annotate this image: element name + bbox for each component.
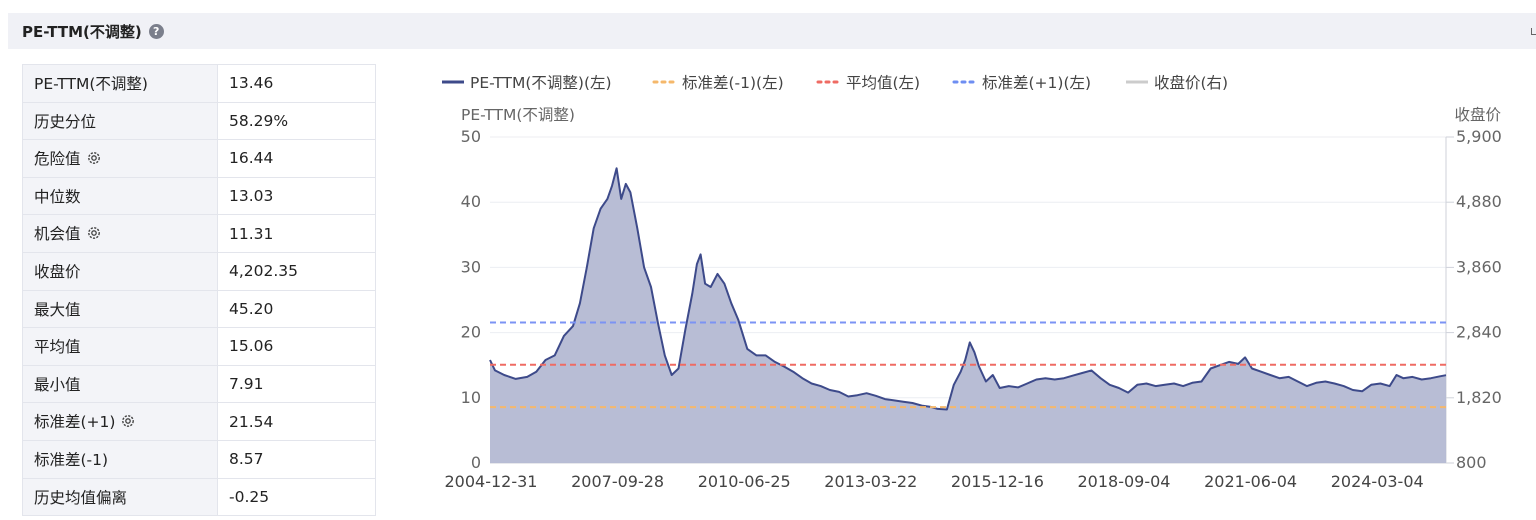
stats-value: 7.91 <box>217 364 376 404</box>
stats-label: 机会值 <box>34 225 81 244</box>
corner-icon <box>1531 28 1536 35</box>
y-axis-left-title: PE-TTM(不调整) <box>461 106 575 124</box>
stats-value: 16.44 <box>217 139 376 178</box>
stats-row: 历史均值偏离 -0.25 <box>22 477 376 517</box>
x-tick: 2021-06-04 <box>1204 472 1297 491</box>
stats-label-cell: 危险值 <box>22 139 218 178</box>
stats-label-cell: 最小值 <box>22 364 218 404</box>
stats-table: PE-TTM(不调整) 13.46 历史分位 58.29% 危险值 16.44 中位数 13.… <box>22 64 376 517</box>
stats-value: 13.03 <box>217 176 376 216</box>
x-tick: 2013-03-22 <box>824 472 917 491</box>
stats-label: PE-TTM(不调整) <box>34 75 148 94</box>
stats-label: 历史均值偏离 <box>34 488 128 507</box>
stats-label-cell: 最大值 <box>22 289 218 329</box>
stats-row: 平均值 15.06 <box>22 327 376 366</box>
stats-value: -0.25 <box>217 477 376 517</box>
x-tick: 2010-06-25 <box>698 472 791 491</box>
x-tick: 2024-03-04 <box>1331 472 1424 491</box>
y-tick-right: 2,840 <box>1456 323 1502 342</box>
legend-item[interactable]: 平均值(左) <box>846 74 920 92</box>
stats-label-cell: 平均值 <box>22 327 218 366</box>
stats-value: 58.29% <box>217 101 376 141</box>
stats-label: 标准差(+1) <box>34 413 116 432</box>
stats-label: 标准差(-1) <box>34 451 109 470</box>
y-tick-right: 1,820 <box>1456 388 1502 407</box>
pe-line <box>489 167 1447 411</box>
stats-label: 历史分位 <box>34 112 97 131</box>
stats-label: 收盘价 <box>34 263 81 282</box>
legend-item[interactable]: 标准差(+1)(左) <box>982 74 1091 92</box>
y-tick-left: 20 <box>461 323 481 342</box>
x-tick: 2015-12-16 <box>951 472 1044 491</box>
gear-icon[interactable] <box>86 150 102 170</box>
stats-value: 11.31 <box>217 214 376 253</box>
legend-item[interactable]: PE-TTM(不调整)(左) <box>470 74 612 92</box>
stats-row: 中位数 13.03 <box>22 176 376 216</box>
help-icon[interactable]: ? <box>148 23 164 39</box>
stats-row: 历史分位 58.29% <box>22 101 376 141</box>
stats-label-cell: 机会值 <box>22 214 218 253</box>
y-tick-right: 800 <box>1456 453 1487 472</box>
stats-value: 13.46 <box>217 64 376 103</box>
y-tick-left: 40 <box>461 192 481 211</box>
pe-area <box>490 168 1446 464</box>
section-title: PE-TTM(不调整) <box>22 22 142 41</box>
stats-label-cell: 中位数 <box>22 176 218 216</box>
stats-value: 15.06 <box>217 327 376 366</box>
y-tick-right: 5,900 <box>1456 127 1502 146</box>
stats-label-cell: 历史分位 <box>22 101 218 141</box>
y-tick-right: 3,860 <box>1456 257 1502 276</box>
gear-icon[interactable] <box>86 225 102 245</box>
x-tick: 2018-09-04 <box>1078 472 1171 491</box>
stats-value: 8.57 <box>217 439 376 479</box>
stats-label: 平均值 <box>34 338 81 357</box>
x-tick: 2004-12-31 <box>445 472 538 491</box>
y-axis-right-title: 收盘价 <box>1454 105 1501 124</box>
stats-label: 最小值 <box>34 376 81 395</box>
stats-label: 最大值 <box>34 300 81 319</box>
y-tick-left: 10 <box>461 388 481 407</box>
stats-row: 危险值 16.44 <box>22 139 376 178</box>
gear-icon[interactable] <box>120 413 136 433</box>
stats-label-cell: 收盘价 <box>22 251 218 291</box>
stats-label-cell: 标准差(-1) <box>22 439 218 479</box>
stats-row: 最大值 45.20 <box>22 289 376 329</box>
legend-item[interactable]: 收盘价(右) <box>1154 73 1228 92</box>
section-header: PE-TTM(不调整) ? <box>8 13 1536 49</box>
legend-item[interactable]: 标准差(-1)(左) <box>682 74 784 92</box>
stats-row: 最小值 7.91 <box>22 364 376 404</box>
stats-label: 危险值 <box>34 149 81 168</box>
y-tick-left: 0 <box>471 453 481 472</box>
stats-row: 收盘价 4,202.35 <box>22 251 376 291</box>
y-tick-left: 30 <box>461 257 481 276</box>
stats-value: 4,202.35 <box>217 251 376 291</box>
y-tick-left: 50 <box>461 127 481 146</box>
stats-label: 中位数 <box>34 188 81 207</box>
stats-value: 21.54 <box>217 402 376 441</box>
stats-row: 机会值 11.31 <box>22 214 376 253</box>
stats-row: 标准差(-1) 8.57 <box>22 439 376 479</box>
x-tick: 2007-09-28 <box>571 472 664 491</box>
y-tick-right: 4,880 <box>1456 192 1502 211</box>
stats-value: 45.20 <box>217 289 376 329</box>
stats-label-cell: 历史均值偏离 <box>22 477 218 517</box>
